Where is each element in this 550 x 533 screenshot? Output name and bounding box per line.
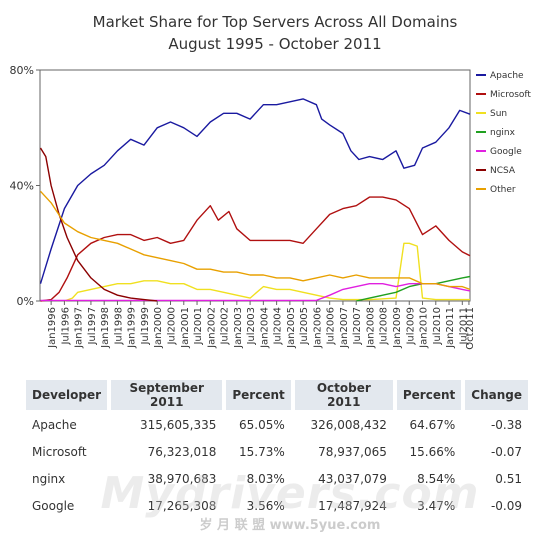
table-cell: 38,970,683 — [147, 471, 217, 486]
x-tick-label: Jan2010 — [419, 307, 430, 349]
y-tick-label: 80% — [10, 64, 34, 77]
x-tick-label: Jul2000 — [167, 307, 178, 346]
x-tick-label: Oct2011 — [465, 307, 476, 350]
x-tick-label: Jul1998 — [113, 307, 124, 346]
table-cell: 315,605,335 — [140, 417, 217, 432]
table-cell: 78,937,065 — [318, 444, 387, 459]
x-tick-label: Jan2003 — [233, 307, 244, 349]
x-tick-label: Jul2010 — [432, 307, 443, 346]
series-line-apache — [39, 98, 471, 284]
table-cell: -0.07 — [490, 444, 522, 459]
table-cell: 15.66% — [409, 444, 456, 459]
x-tick-label: Jul2008 — [379, 307, 390, 346]
legend-label-nginx: nginx — [490, 128, 516, 138]
x-tick-label: Jan2011 — [445, 307, 456, 349]
table-header-cell: Percent — [226, 380, 291, 410]
table-cell: 326,008,432 — [310, 417, 387, 432]
x-tick-label: Jan2009 — [392, 307, 403, 349]
series-line-nginx — [356, 275, 471, 302]
x-tick-label: Jul2005 — [299, 307, 310, 346]
table-row: nginx 38,970,683 8.03% 43,037,079 8.54% 0.51 — [26, 466, 528, 491]
table-cell: -0.09 — [490, 498, 522, 513]
series-line-sun — [64, 242, 470, 302]
table-cell: Microsoft — [32, 444, 87, 459]
table-cell: 3.56% — [246, 498, 285, 513]
x-tick-label: Jan2002 — [206, 307, 217, 349]
table-cell: 64.67% — [409, 417, 456, 432]
x-tick-label: Jul2002 — [220, 307, 231, 346]
legend-label-other: Other — [490, 185, 516, 195]
series-line-other — [39, 190, 471, 291]
plot-area — [39, 69, 471, 302]
x-tick-label: Jul2001 — [193, 307, 204, 346]
x-tick-label: Jan2001 — [180, 307, 191, 349]
table-cell: 8.54% — [417, 471, 456, 486]
chart-subtitle: August 1995 - October 2011 — [168, 35, 382, 53]
table-header-cell: Percent — [396, 380, 462, 410]
table-cell: 17,265,308 — [147, 498, 217, 513]
server-share-table-wrap: Developer September 2011 Percent October 20… — [22, 378, 532, 520]
table-cell: -0.38 — [490, 417, 522, 432]
x-tick-label: Jan2006 — [312, 307, 323, 349]
table-cell: 65.05% — [239, 417, 285, 432]
table-cell: Google — [32, 498, 75, 513]
x-tick-label: Jan1996 — [47, 307, 58, 349]
x-tick-label: Jan1998 — [100, 307, 111, 349]
x-tick-label: Jul2004 — [273, 307, 284, 346]
table-cell: 15.73% — [239, 444, 285, 459]
legend-label-google: Google — [490, 147, 522, 157]
x-tick-label: Jul2006 — [326, 307, 337, 346]
table-row: Apache 315,605,335 65.05% 326,008,432 64.67%… — [26, 412, 528, 437]
x-tick-label: Jul2011 — [458, 307, 469, 346]
table-header-cell: Developer — [26, 380, 108, 410]
x-tick-label: Jan2000 — [153, 307, 164, 349]
x-tick-label: Jul1997 — [87, 307, 98, 346]
table-cell: 0.51 — [495, 471, 522, 486]
server-share-table: Developer September 2011 Percent October 20… — [22, 378, 532, 520]
x-tick-label: Jan2004 — [259, 307, 270, 349]
x-tick-label: Jan2008 — [365, 307, 376, 349]
table-header-cell: October 2011 — [294, 380, 393, 410]
table-header-row: Developer September 2011 Percent October 20… — [26, 380, 528, 410]
y-tick-label: 0% — [17, 295, 34, 308]
x-tick-label: Jan1997 — [74, 307, 85, 349]
table-cell: Apache — [32, 417, 77, 432]
legend-label-microsoft: Microsoft — [490, 90, 531, 100]
x-tick-label: Jul2009 — [405, 307, 416, 346]
table-cell: nginx — [32, 471, 66, 486]
table-cell: 43,037,079 — [318, 471, 387, 486]
chart-title: Market Share for Top Servers Across All … — [92, 13, 458, 31]
x-tick-label: Jul1996 — [60, 307, 71, 346]
x-tick-label: Jul1999 — [140, 307, 151, 346]
table-header-cell: Change — [465, 380, 528, 410]
x-tick-label: Jul2003 — [246, 307, 257, 346]
table-cell: 3.47% — [417, 498, 456, 513]
x-tick-label: Jan2007 — [339, 307, 350, 349]
legend-label-ncsa: NCSA — [490, 166, 516, 176]
series-line-microsoft — [40, 196, 471, 302]
series-line-ncsa — [39, 147, 158, 302]
table-cell: 8.03% — [246, 471, 285, 486]
x-tick-label: Jul2007 — [352, 307, 363, 346]
x-tick-label: Jan1999 — [127, 307, 138, 349]
table-row: Microsoft 76,323,018 15.73% 78,937,065 15.66… — [26, 439, 528, 464]
chart: 0%40%80% Jan1996 Jul1996 Jan1997 Jul1997 Jan… — [10, 64, 532, 350]
legend-label-apache: Apache — [490, 71, 524, 81]
table-cell: 17,487,924 — [318, 498, 387, 513]
y-tick-label: 40% — [10, 180, 34, 193]
table-header-cell: September 2011 — [111, 380, 223, 410]
table-row: Google 17,265,308 3.56% 17,487,924 3.47% -0.0… — [26, 493, 528, 518]
table-cell: 76,323,018 — [147, 444, 217, 459]
x-tick-label: Jan2005 — [286, 307, 297, 349]
legend-label-sun: Sun — [490, 109, 507, 119]
